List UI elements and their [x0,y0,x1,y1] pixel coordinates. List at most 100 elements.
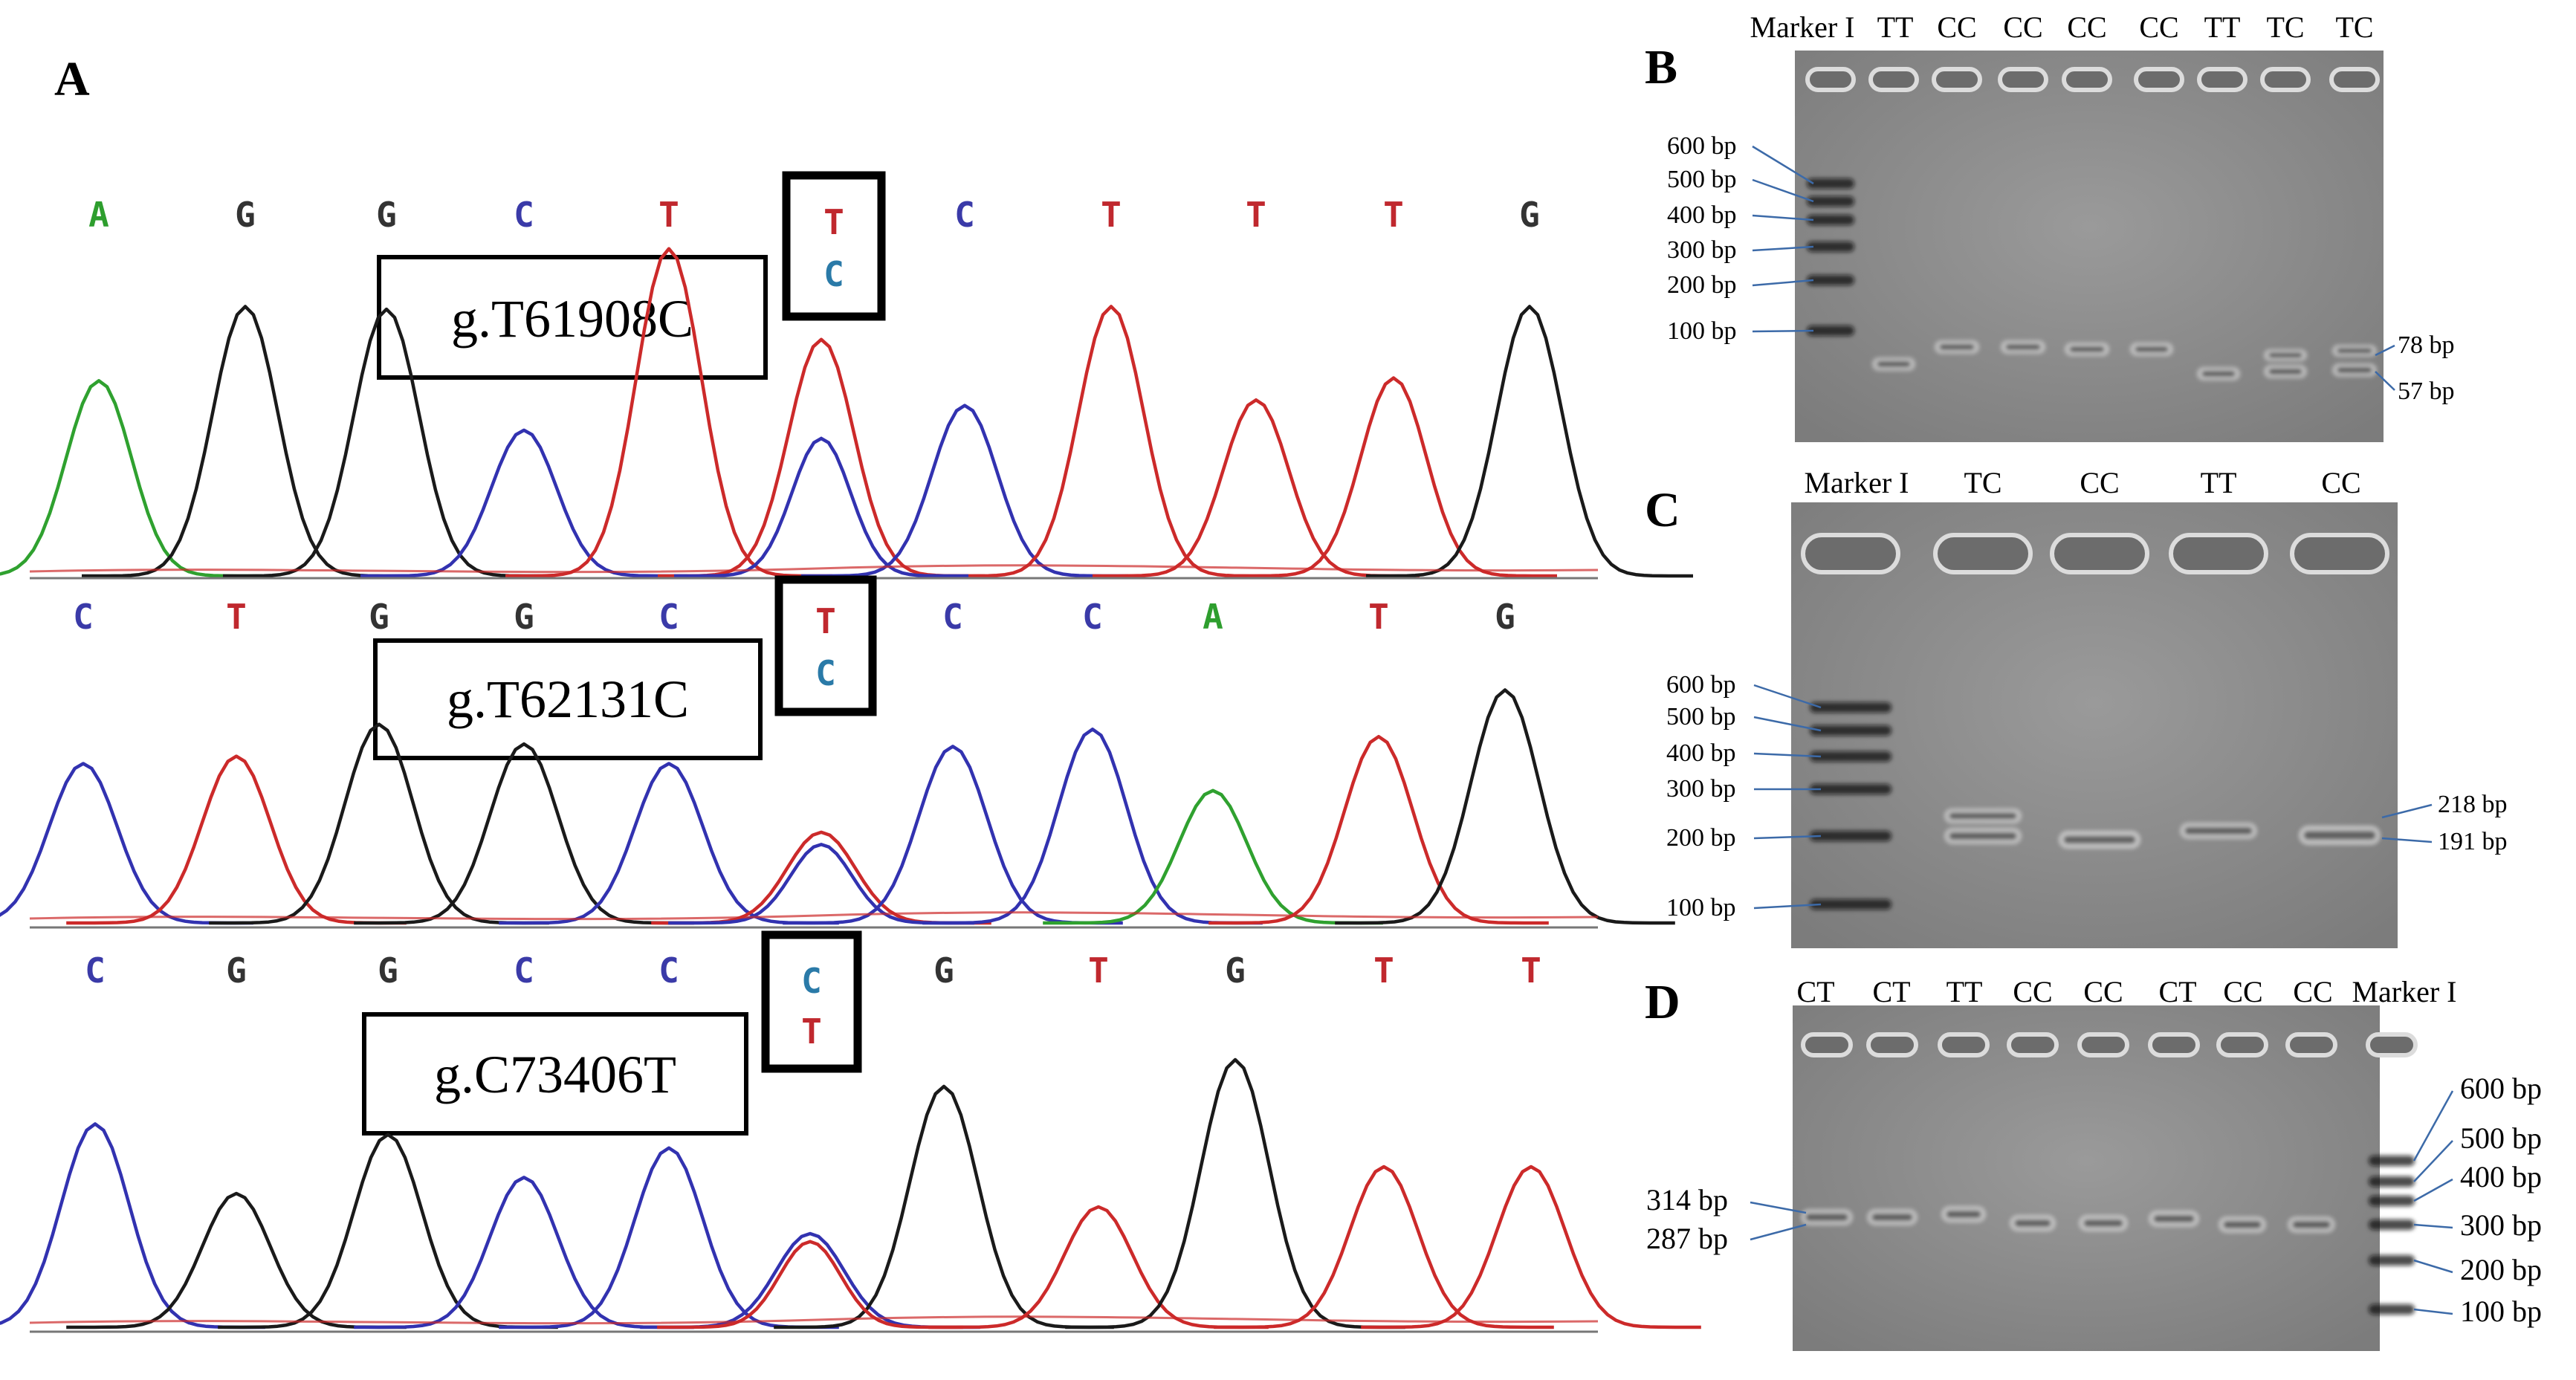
size-label: 500 bp [2460,1121,2542,1155]
gel-band-core [2201,370,2236,378]
gel-image [1793,1005,2380,1351]
chromatogram-track-3: C G G C C G T G T T g.C73406T C T [0,930,1701,1333]
trace-peak [1214,1164,1554,1329]
size-leader-line [1750,1223,1807,1241]
ladder-band [1810,702,1891,713]
lane-label: CC [1937,10,1976,44]
lane-label: CC [2293,975,2332,1008]
gel-well [2007,1032,2059,1057]
gel-band-core [1805,1213,1848,1222]
trace-noise [29,911,1599,921]
gel-image [1795,51,2384,442]
base-call: A [1203,597,1223,637]
size-leader-line [2412,1090,2454,1162]
size-label: 300 bp [1667,236,1737,264]
trace-peak-secondary [657,1240,963,1329]
lane-label: Marker I [2352,975,2456,1008]
base-call: C [954,195,975,235]
base-call: C [942,597,963,637]
size-label: 57 bp [2398,378,2455,405]
lane-label: TT [1877,10,1914,44]
trace-peak [1043,788,1383,925]
size-label: 218 bp [2438,791,2508,818]
trace-noise [29,1315,1599,1325]
gel-well [1998,67,2048,92]
size-label: 200 bp [2460,1253,2542,1286]
base-call: C [514,950,534,991]
size-leader-line [1753,903,1822,910]
panel-b: B Marker I TT CC CC CC CC TT TC TC 600 bp 500 bp 4… [1645,10,2455,442]
lane-label: Marker I [1804,466,1909,499]
size-leader-line [1750,1201,1807,1214]
trace-peak [0,1122,265,1329]
snp-site-box [761,930,862,1073]
base-call: T [1373,950,1394,991]
snp-name-box [373,638,763,760]
gel-well [2366,1032,2418,1057]
size-label: 400 bp [1666,739,1736,767]
gel-well [1938,1032,1990,1057]
snp-name: g.T62131C [447,670,689,729]
trace-peak [223,307,550,578]
size-label: 500 bp [1666,703,1736,731]
gel-band-core [2153,1214,2195,1223]
trace-peak [1065,1057,1405,1329]
gel-band-core [2083,1219,2123,1228]
lane-label: TT [2204,10,2241,44]
base-call: C [85,950,106,991]
size-leader-line [1752,279,1814,287]
gel-band-core [1939,343,1975,351]
size-label: 200 bp [1667,271,1737,299]
trace-peak [82,305,409,578]
trace-peak-secondary [674,436,968,578]
panel-label-c: C [1645,483,1680,537]
gel-band-core [2005,343,2041,351]
size-leader-line [2413,1223,2453,1229]
trace-peak [354,742,694,925]
gel-band-core [2135,346,2169,353]
size-leader-line [1753,716,1822,732]
base-call: G [933,950,954,991]
gel-well [2216,1032,2268,1057]
trace-peak [801,404,1128,578]
ladder-band [1810,725,1891,736]
size-label: 500 bp [1667,166,1737,193]
snp-name: g.T61908C [451,289,693,349]
gel-band-core [2014,1219,2051,1228]
lane-label: TC [2335,10,2373,44]
ladder-band [1807,242,1854,252]
lane-label: CC [2139,10,2178,44]
base-call: T [1101,195,1122,235]
base-call: T [658,195,679,235]
ladder-band [2369,1196,2415,1206]
trace-peak [209,722,549,925]
gel-well [2329,67,2380,92]
base-call: G [235,195,256,235]
trace-peak [354,1176,694,1329]
ladder-band [1810,899,1891,910]
size-label: 600 bp [1666,671,1736,699]
base-call: G [369,597,389,637]
size-leader-line [1752,145,1814,185]
panel-c: C Marker I TC CC TT CC 600 bp 500 bp 400 bp 300… [1645,466,2508,948]
trace-peak [499,762,839,925]
snp-allele-bottom: T [801,1011,822,1052]
gel-well [2290,533,2389,574]
ladder-band [1807,325,1854,336]
size-label: 314 bp [1646,1183,1728,1217]
snp-allele-top: T [823,202,844,242]
gel-well [2062,67,2112,92]
lane-label: CC [2223,975,2262,1008]
gel-band-core [1946,1210,1981,1219]
size-leader-line [2413,1140,2453,1182]
ladder-band [2369,1304,2415,1315]
size-leader-line [2381,837,2433,843]
ladder-band [1810,751,1891,762]
base-call: T [1383,195,1404,235]
base-call: C [658,597,679,637]
size-label: 300 bp [2460,1208,2542,1242]
size-label: 600 bp [2460,1072,2542,1105]
gel-well [2134,67,2184,92]
